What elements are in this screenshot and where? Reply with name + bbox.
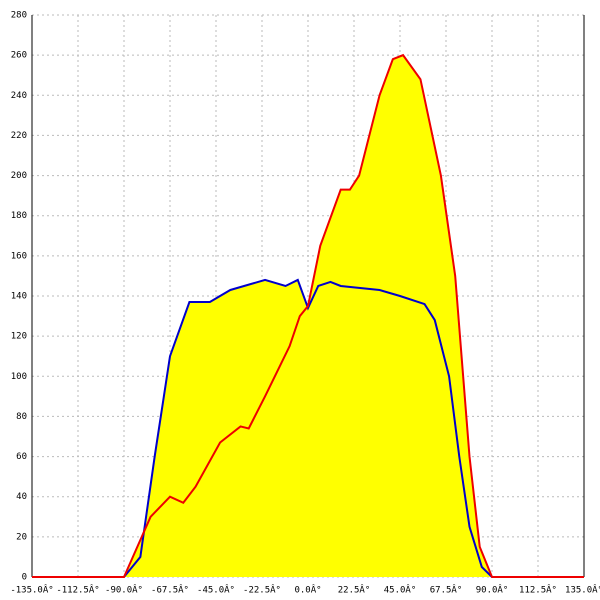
y-tick-label: 200 [11,171,27,181]
x-tick-label: 45.0Â° [384,584,417,596]
x-tick-label: -45.0Â° [197,584,235,596]
y-tick-label: 40 [16,492,27,502]
x-tick-label: 67.5Â° [430,584,463,596]
y-tick-label: 20 [16,532,27,542]
y-tick-label: 120 [11,332,27,342]
y-tick-label: 280 [11,11,27,21]
x-tick-label: -90.0Â° [105,584,143,596]
y-tick-label: 180 [11,211,27,221]
y-tick-label: 220 [11,131,27,141]
x-tick-label: 112.5Â° [519,584,557,596]
y-tick-label: 260 [11,51,27,61]
y-tick-label: 60 [16,452,27,462]
x-tick-label: -112.5Â° [56,584,99,596]
x-tick-label: 135.0Â° [565,584,600,596]
x-tick-label: 0.0Â° [294,584,321,596]
y-tick-label: 0 [22,573,27,583]
y-tick-label: 240 [11,91,27,101]
y-tick-label: 140 [11,292,27,302]
x-tick-label: 22.5Â° [338,584,371,596]
area [32,55,584,577]
y-tick-label: 100 [11,372,27,382]
y-tick-label: 80 [16,412,27,422]
x-tick-label: -22.5Â° [243,584,281,596]
x-tick-label: -135.0Â° [10,584,53,596]
line [32,53,584,578]
y-tick-label: 160 [11,251,27,261]
x-tick-label: 90.0Â° [476,584,509,596]
line [123,278,493,578]
x-tick-label: -67.5Â° [151,584,189,596]
